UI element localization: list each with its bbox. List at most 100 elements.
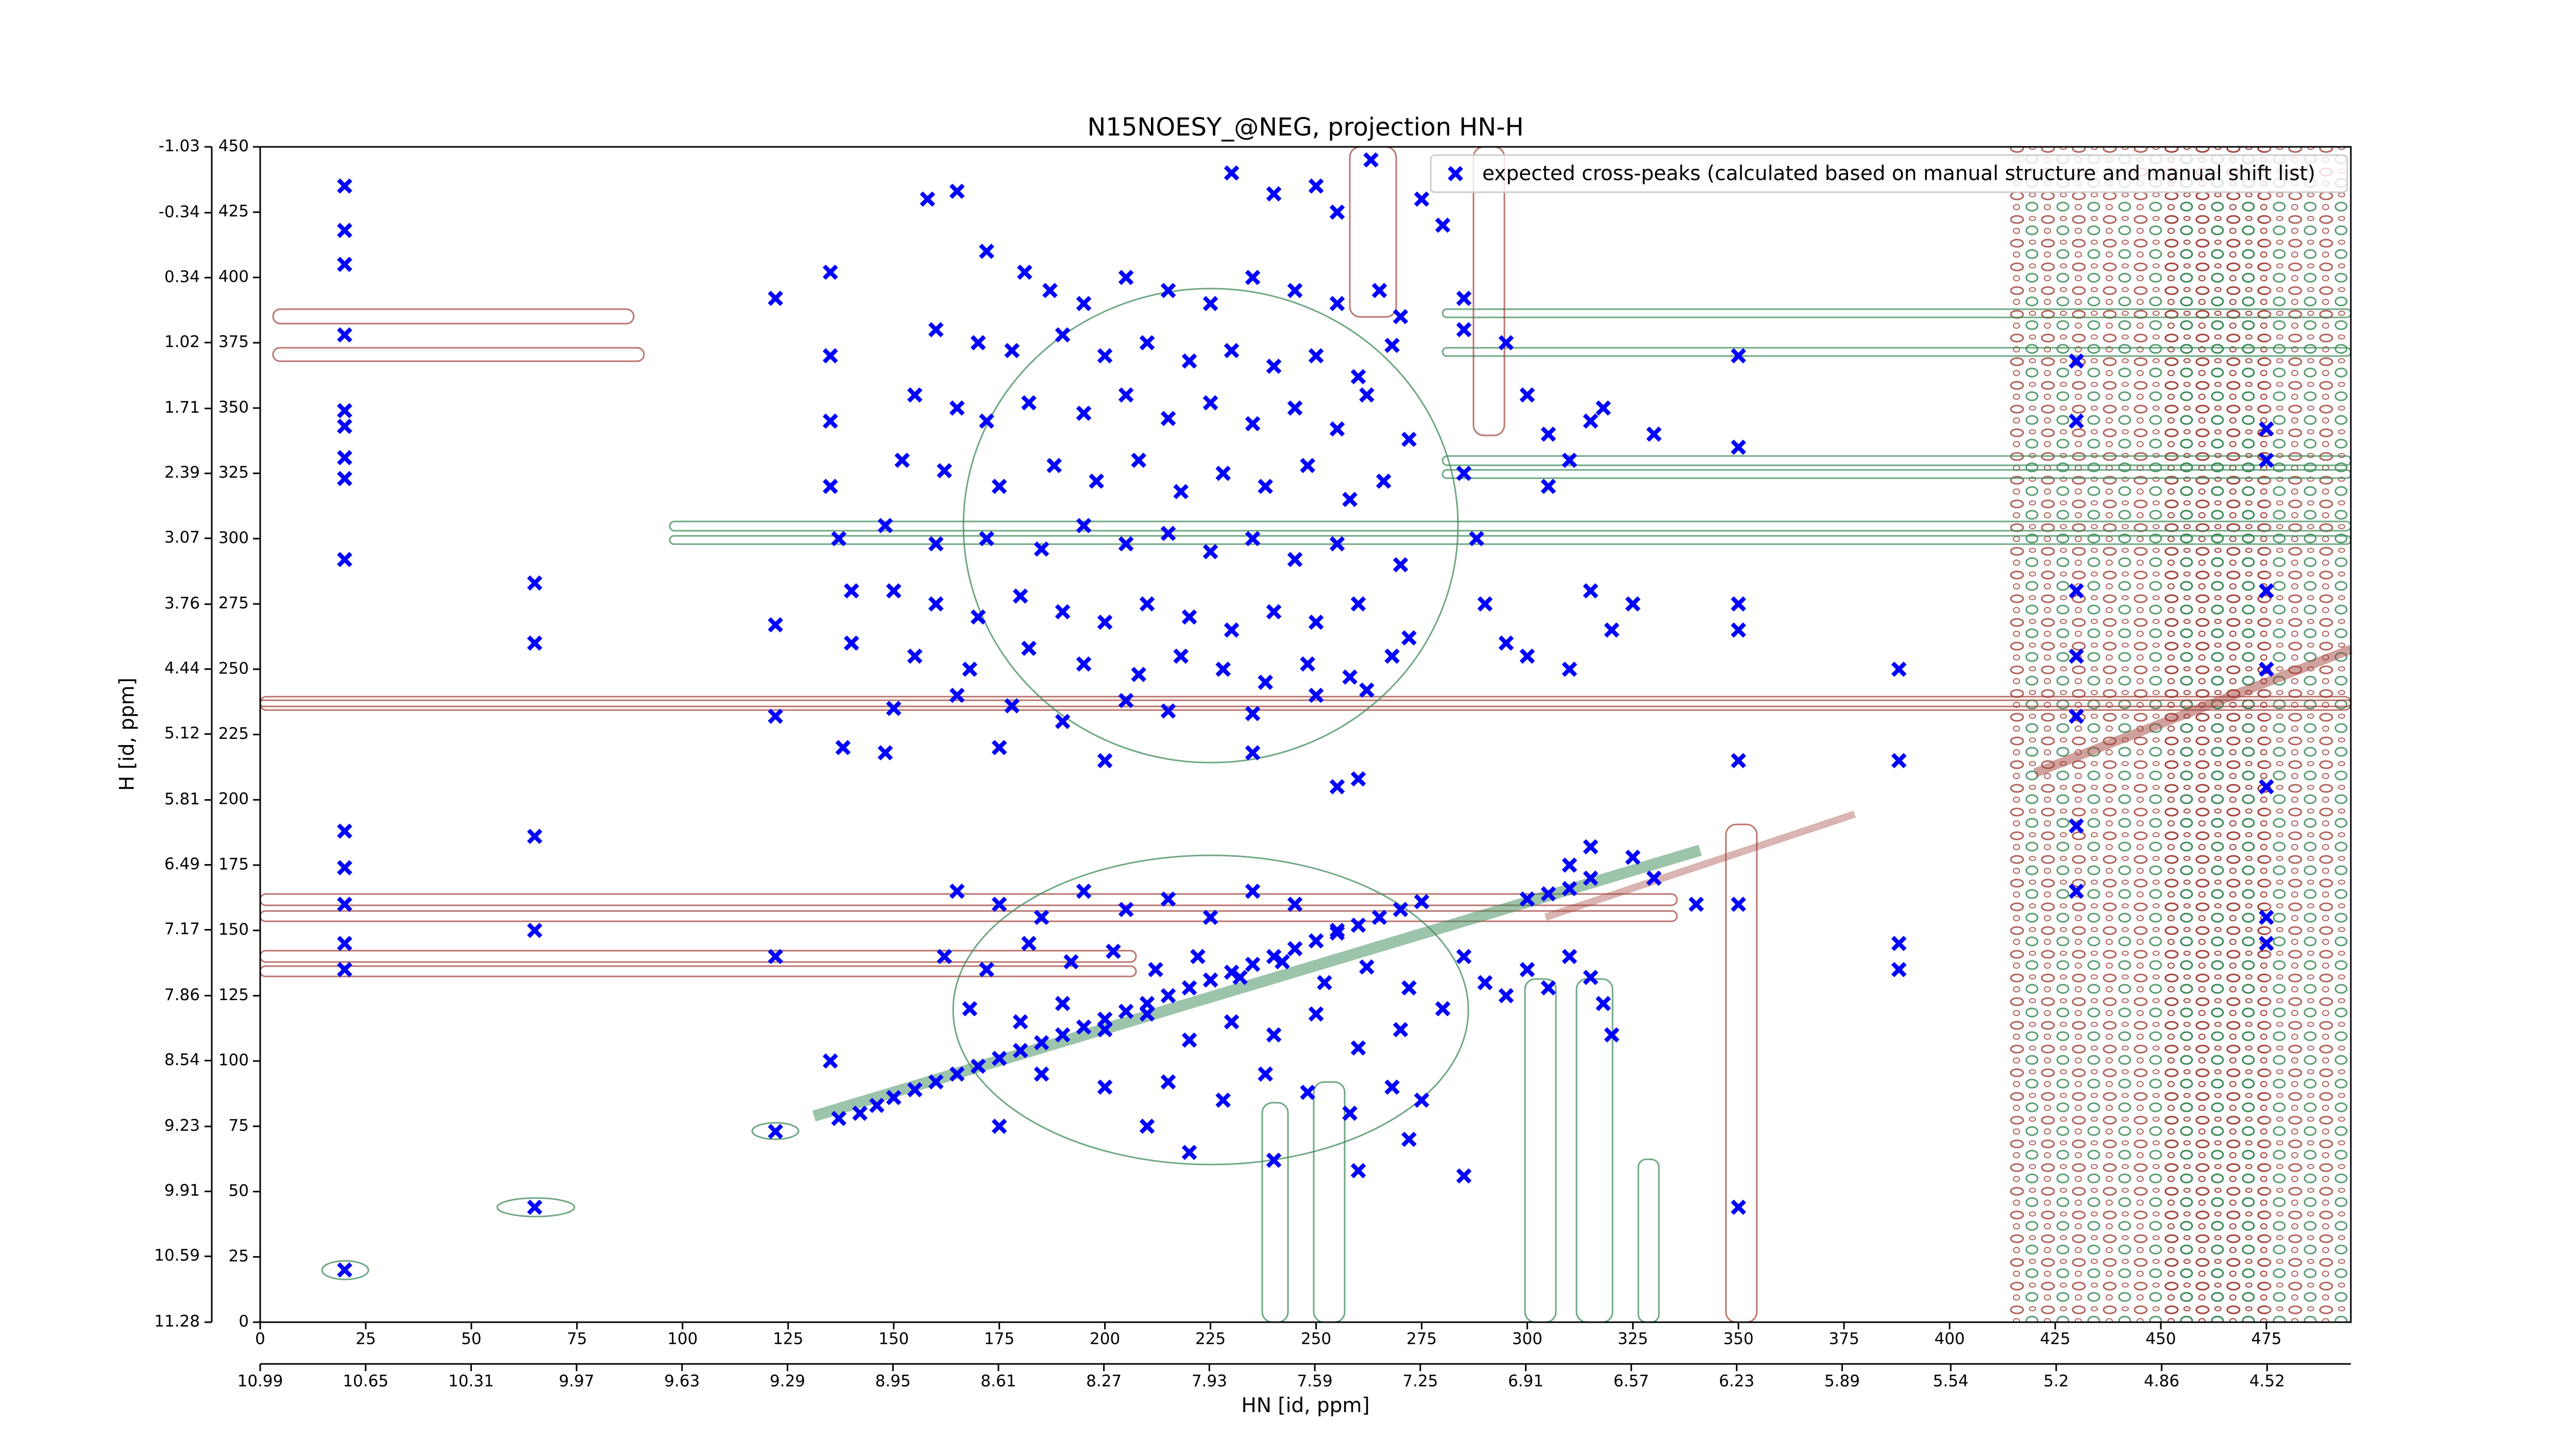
contour — [952, 854, 1469, 1166]
data-point — [1055, 714, 1071, 729]
data-point — [1477, 596, 1493, 612]
data-point — [1076, 1019, 1092, 1035]
contour — [1261, 1102, 1289, 1323]
data-point — [1414, 191, 1430, 207]
data-point — [2069, 648, 2084, 664]
data-point — [1625, 849, 1641, 865]
y-tick-label: 75 — [229, 1116, 249, 1135]
data-point — [1350, 1040, 1366, 1056]
y-tick-label: 25 — [229, 1247, 249, 1266]
x-tick-label: 75 — [567, 1330, 587, 1348]
data-point — [1384, 648, 1400, 664]
x-tick-label: 50 — [461, 1330, 481, 1348]
y2-tick-label: -0.34 — [159, 203, 200, 221]
y2-tick-label: 5.12 — [164, 724, 200, 743]
data-point — [1498, 335, 1514, 350]
data-point — [1583, 839, 1599, 855]
data-point — [2259, 909, 2274, 925]
data-point — [970, 335, 986, 350]
data-point — [907, 387, 923, 403]
data-point — [527, 829, 543, 845]
data-point — [1224, 165, 1240, 181]
data-point — [527, 575, 543, 591]
y-tick-label: 300 — [218, 529, 249, 547]
data-point — [1596, 400, 1611, 416]
data-point — [1224, 622, 1240, 638]
data-point — [1329, 922, 1345, 938]
data-point — [1540, 886, 1556, 902]
data-point — [2259, 583, 2274, 599]
data-point — [1215, 1092, 1231, 1108]
x-tick-label: 275 — [1406, 1330, 1437, 1348]
data-point — [1097, 348, 1113, 364]
data-point — [1097, 753, 1113, 769]
data-point — [2069, 883, 2084, 899]
data-point — [1604, 1027, 1620, 1043]
data-point — [1287, 282, 1303, 298]
data-point — [1329, 204, 1345, 220]
contour — [1313, 1081, 1346, 1323]
data-point — [1891, 936, 1907, 951]
x-tick-label: 225 — [1195, 1330, 1226, 1348]
data-point — [1456, 322, 1472, 338]
data-point — [527, 1200, 543, 1215]
data-point — [1089, 473, 1105, 489]
data-point — [949, 1066, 965, 1082]
data-point — [1202, 544, 1218, 560]
y-tick-label: 100 — [218, 1051, 249, 1070]
legend-label: expected cross-peaks (calculated based o… — [1482, 162, 2315, 185]
data-point — [1245, 745, 1261, 761]
x-tick-label: 350 — [1723, 1330, 1754, 1348]
noise-band — [2164, 147, 2267, 1322]
data-point — [1245, 416, 1261, 432]
data-point — [1004, 343, 1020, 359]
legend-box — [1430, 154, 2348, 193]
data-point — [1562, 949, 1578, 965]
data-point — [2069, 708, 2084, 724]
data-point — [1540, 426, 1556, 442]
data-point — [1414, 1092, 1430, 1108]
x2-tick-label: 7.25 — [1402, 1372, 1438, 1391]
y2-tick-label: 1.02 — [164, 332, 200, 351]
data-point — [1646, 426, 1662, 442]
data-point — [1160, 703, 1176, 719]
diagonal — [1544, 811, 1856, 921]
data-point — [1012, 1014, 1028, 1030]
data-point — [843, 583, 859, 599]
x2-tick-label: 5.89 — [1824, 1372, 1860, 1391]
data-point — [937, 463, 952, 479]
data-point — [1401, 630, 1417, 646]
data-point — [1202, 972, 1218, 988]
data-point — [1004, 698, 1020, 714]
x2-tick-label: 6.57 — [1614, 1372, 1649, 1391]
data-point — [337, 418, 352, 434]
data-point — [1562, 881, 1578, 897]
data-point — [1308, 1006, 1324, 1022]
data-point — [894, 452, 910, 468]
x-tick-label: 400 — [1935, 1330, 1965, 1348]
x-tick-label: 450 — [2146, 1330, 2176, 1348]
y-tick-label: 450 — [218, 137, 249, 156]
data-point — [1469, 531, 1484, 547]
x2-tick-label: 8.95 — [875, 1372, 911, 1391]
data-point — [949, 183, 965, 199]
y-tick-label: 50 — [229, 1182, 249, 1200]
data-point — [1160, 526, 1176, 542]
data-point — [1371, 282, 1387, 298]
data-point — [1224, 1014, 1240, 1030]
data-point — [1317, 975, 1332, 990]
y2-tick-label: 9.91 — [164, 1182, 200, 1200]
data-point — [768, 1124, 783, 1139]
data-point — [822, 348, 838, 364]
data-point — [1350, 917, 1366, 933]
data-point — [1596, 996, 1611, 1011]
data-point — [1148, 961, 1163, 977]
data-point — [1308, 614, 1324, 630]
data-point — [1583, 970, 1599, 985]
x2-tick-label: 9.63 — [664, 1372, 700, 1391]
data-point — [1266, 358, 1282, 374]
data-point — [970, 609, 986, 625]
y-tick-label: 250 — [218, 659, 249, 678]
x2-tick-label: 8.27 — [1086, 1372, 1122, 1391]
